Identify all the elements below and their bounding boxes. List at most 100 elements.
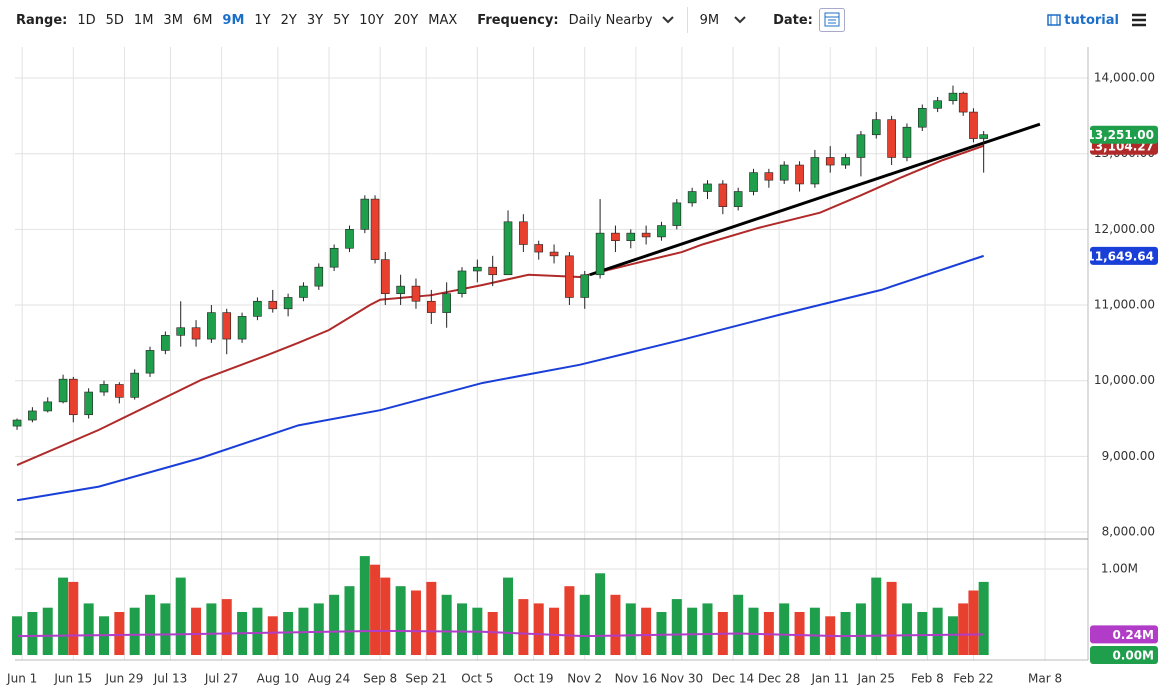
price-tag-label: 0.00M [1112,649,1154,663]
price-tag-label: 13,251.00 [1086,128,1154,142]
volume-bar [441,594,452,656]
range-label: Range: [16,12,68,28]
menu-button[interactable] [1131,13,1147,27]
candle-body [427,300,436,313]
candle-body [795,164,804,185]
range-button[interactable]: 6M [192,12,213,28]
range-button[interactable]: 1D [77,12,96,28]
volume-bar [267,616,278,656]
y-tick-label: 1.00M [1101,561,1138,575]
range-button[interactable]: MAX [428,12,458,28]
candle-body [58,378,68,403]
candle-body [687,191,697,204]
frequency-select[interactable]: Daily Nearby [568,12,653,28]
volume-bar [83,603,94,656]
candle-body [733,191,743,207]
x-tick-label: Nov 2 [567,672,602,686]
x-tick-label: Oct 19 [514,672,554,686]
candle-body [207,312,216,340]
volume-bar [595,573,606,656]
range-button[interactable]: 20Y [393,12,419,28]
range-button[interactable]: 1M [133,12,154,28]
x-tick-label: Jul 13 [153,672,188,686]
volume-bar [395,586,406,656]
candle-body [810,157,820,185]
candle-body [871,119,881,136]
volume-bar [58,577,69,656]
candle-body [595,232,605,276]
range-button[interactable]: 10Y [359,12,384,28]
candle-body [84,391,93,416]
x-tick-label: Sep 8 [363,672,397,686]
candle-body [534,244,544,253]
x-tick-label: Dec 28 [758,672,800,686]
candle-body [237,316,247,340]
candle-body [841,157,850,166]
candle-body [549,251,559,257]
volume-bar [687,607,698,656]
volume-bar [42,607,53,656]
x-tick-label: Jan 11 [810,672,849,686]
range-button[interactable]: 2Y [280,12,297,28]
candle-body [672,202,682,226]
candle-body [360,198,370,230]
period-select[interactable]: 9M [699,12,720,28]
volume-bar [145,594,156,656]
candle-body [329,247,339,268]
range-button[interactable]: 3Y [306,12,324,28]
candle-body [779,164,789,181]
candle-body [657,225,666,238]
y-tick-label: 9,000.00 [1102,449,1155,463]
x-tick-label: Dec 14 [712,672,754,686]
candle-body [580,274,590,298]
candle-body [887,119,896,158]
x-tick-label: Jul 27 [204,672,239,686]
price-tag-label: 11,649.64 [1086,249,1154,263]
range-button[interactable]: 3M [163,12,183,28]
x-tick-label: Oct 5 [461,672,493,686]
candle-body [299,285,308,298]
range-button[interactable]: 5Y [333,12,350,28]
volume-bar [779,603,790,656]
volume-bar [656,612,667,656]
volume-bar [456,603,467,656]
tutorial-link[interactable]: tutorial [1064,12,1119,28]
candle-body [488,266,497,276]
volume-bar [380,577,391,656]
volume-bar [641,607,652,656]
tutorial-icon [1047,14,1062,26]
chevron [661,16,674,24]
candle-body [442,293,451,313]
y-tick-label: 11,000.00 [1094,298,1155,312]
volume-bar [221,599,232,656]
volume-bar [671,599,682,656]
calendar-button[interactable] [818,8,845,32]
volume-bar [518,599,529,656]
range-button[interactable]: 5D [105,12,124,28]
volume-bar [175,577,186,656]
volume-bar [359,556,370,656]
candle-body [519,221,528,245]
volume-bar [809,607,820,656]
volume-bar [206,603,217,656]
candle-body [626,232,636,242]
candle-body [611,232,620,242]
x-tick-label: Feb 22 [953,672,993,686]
candle-body [764,172,774,181]
divider [686,7,688,33]
candle-body [176,327,186,336]
y-tick-label: 10,000.00 [1094,373,1155,387]
y-tick-label: 8,000.00 [1102,525,1155,539]
volume-bar [160,603,171,656]
price-tag-label: 0.24M [1112,628,1154,642]
chevron [734,16,746,24]
candle-body [457,270,467,294]
candle-body [222,312,232,340]
range-button[interactable]: 9M [222,12,245,28]
x-tick-label: Nov 16 [615,672,658,686]
range-button[interactable]: 1Y [254,12,271,28]
candle-body [503,221,513,276]
toolbar: Range: 1D 5D 1M 3M 6M 9M 1Y 2Y 3Y 5Y 10Y 20Y MAX Fre… [0,0,1161,40]
price-tag [1090,125,1158,144]
